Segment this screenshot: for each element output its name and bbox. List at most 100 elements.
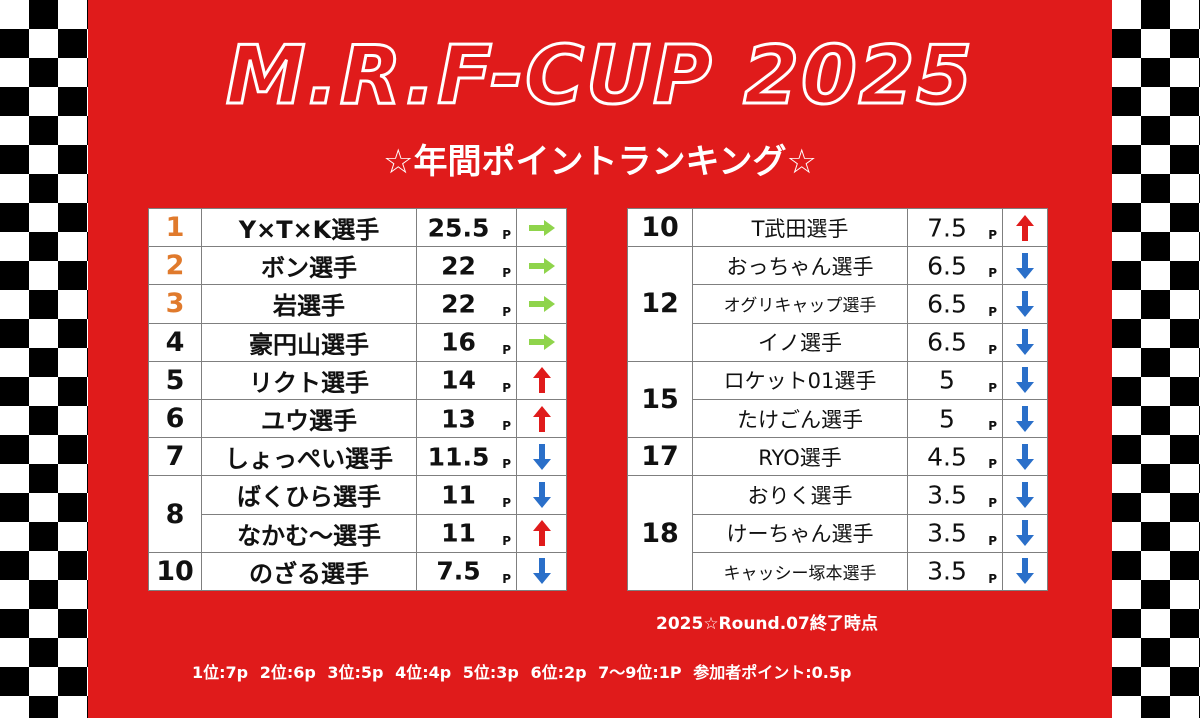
points-unit: P bbox=[502, 571, 511, 586]
points-value: 5 bbox=[939, 365, 955, 395]
arrow-up-icon bbox=[532, 367, 551, 394]
player-name: たけごん選手 bbox=[692, 398, 908, 439]
points-cell: 22 P bbox=[416, 284, 517, 324]
rank-cell: 3 bbox=[148, 284, 202, 324]
points-unit: P bbox=[502, 533, 511, 548]
trend-cell bbox=[1002, 360, 1048, 400]
points-value: 5 bbox=[939, 404, 955, 434]
table-row: 1 Y×T×K選手 25.5 P bbox=[148, 207, 567, 248]
rank-cell: 5 bbox=[148, 360, 202, 400]
points-rule-note: 1位:7p 2位:6p 3位:5p 4位:4p 5位:3p 6位:2p 7～9位… bbox=[192, 663, 852, 682]
player-name: オグリキャップ選手 bbox=[692, 284, 908, 324]
points-unit: P bbox=[502, 228, 511, 243]
points-unit: P bbox=[988, 266, 997, 281]
rank-cell: 15 bbox=[627, 360, 693, 439]
arrow-up-icon bbox=[532, 520, 551, 547]
trend-cell bbox=[516, 475, 567, 515]
arrow-right-icon bbox=[528, 334, 555, 351]
points-value: 7.5 bbox=[927, 213, 967, 243]
page-title: M.R.F-CUP 2025 bbox=[224, 28, 975, 124]
points-cell: 14 P bbox=[416, 360, 517, 400]
arrow-down-icon bbox=[532, 558, 551, 585]
points-value: 13 bbox=[441, 404, 476, 434]
points-cell: 3.5 P bbox=[907, 513, 1003, 553]
arrow-up-icon bbox=[1016, 214, 1034, 241]
points-value: 25.5 bbox=[427, 213, 490, 243]
player-name: ばくひら選手 bbox=[201, 475, 417, 515]
points-cell: 6.5 P bbox=[907, 246, 1003, 286]
points-value: 3.5 bbox=[927, 480, 967, 510]
rank-cell: 10 bbox=[627, 207, 693, 248]
table-row: 4 豪円山選手 16 P bbox=[148, 322, 567, 362]
table-row: 18 おりく選手 3.5 P bbox=[627, 475, 1048, 591]
trend-cell bbox=[1002, 284, 1048, 324]
points-value: 3.5 bbox=[927, 518, 967, 548]
points-unit: P bbox=[502, 419, 511, 434]
points-cell: 4.5 P bbox=[907, 437, 1003, 477]
points-unit: P bbox=[502, 342, 511, 357]
round-note: 2025☆Round.07終了時点 bbox=[656, 614, 878, 634]
player-name: ボン選手 bbox=[201, 246, 417, 286]
table-row: 8 ばくひら選手 11 P bbox=[148, 475, 567, 553]
points-cell: 11.5 P bbox=[416, 437, 517, 477]
points-unit: P bbox=[988, 342, 997, 357]
trend-cell bbox=[516, 207, 567, 248]
player-name: おりく選手 bbox=[692, 475, 908, 515]
arrow-down-icon bbox=[532, 481, 551, 508]
player-name: ユウ選手 bbox=[201, 398, 417, 439]
arrow-down-icon bbox=[1016, 481, 1034, 508]
table-row: 10 のざる選手 7.5 P bbox=[148, 551, 567, 591]
rank-cell: 6 bbox=[148, 398, 202, 439]
points-value: 7.5 bbox=[436, 556, 481, 586]
arrow-down-icon bbox=[1016, 520, 1034, 547]
table-row: 5 リクト選手 14 P bbox=[148, 360, 567, 400]
points-cell: 7.5 P bbox=[907, 207, 1003, 248]
table-row: オグリキャップ選手 6.5 P bbox=[628, 284, 1048, 324]
points-value: 11.5 bbox=[427, 442, 490, 472]
arrow-down-icon bbox=[532, 443, 551, 470]
trend-cell bbox=[1002, 437, 1048, 477]
table-row: イノ選手 6.5 P bbox=[628, 322, 1048, 362]
player-name: リクト選手 bbox=[201, 360, 417, 400]
player-name: T武田選手 bbox=[692, 207, 908, 248]
table-row: 2 ボン選手 22 P bbox=[148, 246, 567, 286]
points-cell: 11 P bbox=[416, 475, 517, 515]
arrow-down-icon bbox=[1016, 329, 1034, 356]
trend-cell bbox=[516, 398, 567, 439]
points-value: 6.5 bbox=[927, 327, 967, 357]
table-row: 17 RYO選手 4.5 P bbox=[627, 437, 1048, 477]
player-name: おっちゃん選手 bbox=[692, 246, 908, 286]
table-row: 7 しょっぺい選手 11.5 P bbox=[148, 437, 567, 477]
points-value: 6.5 bbox=[927, 251, 967, 281]
trend-cell bbox=[1002, 246, 1048, 286]
points-cell: 7.5 P bbox=[416, 551, 517, 591]
rank-cell: 18 bbox=[627, 475, 693, 591]
points-value: 16 bbox=[441, 327, 476, 357]
page-subtitle: ☆年間ポイントランキング☆ bbox=[383, 142, 817, 182]
points-value: 14 bbox=[441, 365, 476, 395]
trend-cell bbox=[516, 246, 567, 286]
points-cell: 25.5 P bbox=[416, 207, 517, 248]
points-value: 3.5 bbox=[927, 556, 967, 586]
points-cell: 6.5 P bbox=[907, 322, 1003, 362]
player-name: なかむ～選手 bbox=[201, 513, 417, 553]
rank-cell: 2 bbox=[148, 246, 202, 286]
player-name: 豪円山選手 bbox=[201, 322, 417, 362]
rank-cell: 17 bbox=[627, 437, 693, 477]
player-name: Y×T×K選手 bbox=[201, 207, 417, 248]
player-name: キャッシー塚本選手 bbox=[692, 551, 908, 591]
player-name: ロケット01選手 bbox=[692, 360, 908, 400]
points-value: 11 bbox=[441, 480, 476, 510]
rank-cell: 12 bbox=[627, 246, 693, 362]
points-unit: P bbox=[988, 495, 997, 510]
rank-cell: 1 bbox=[148, 207, 202, 248]
trend-cell bbox=[516, 360, 567, 400]
points-cell: 6.5 P bbox=[907, 284, 1003, 324]
trend-cell bbox=[1002, 322, 1048, 362]
trend-cell bbox=[516, 551, 567, 591]
arrow-down-icon bbox=[1016, 252, 1034, 279]
arrow-up-icon bbox=[532, 405, 551, 432]
arrow-down-icon bbox=[1016, 405, 1034, 432]
